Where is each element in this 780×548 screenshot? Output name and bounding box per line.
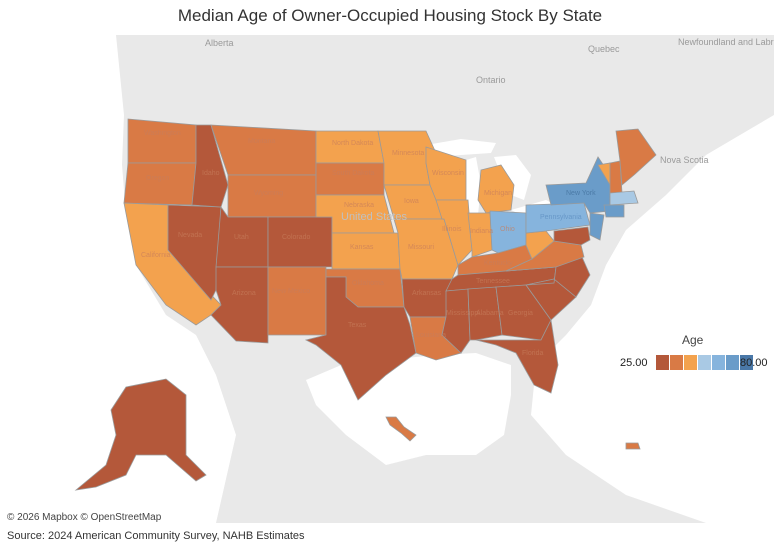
label-new-mexico: New Mexico	[272, 288, 310, 295]
label-united-states: United States	[341, 211, 408, 223]
label-kansas: Kansas	[350, 244, 374, 251]
label-wisconsin: Wisconsin	[432, 170, 464, 177]
legend-swatch	[726, 355, 740, 370]
label-wyoming: Wyoming	[254, 190, 283, 197]
legend-color-bar	[656, 355, 754, 370]
state-washington[interactable]	[127, 118, 197, 164]
state-michigan[interactable]	[477, 164, 515, 214]
label-alberta: Alberta	[205, 38, 234, 48]
state-montana[interactable]	[210, 124, 317, 176]
label-north-dakota: North Dakota	[332, 140, 373, 147]
legend-swatch	[684, 355, 698, 370]
label-mississippi: Mississippi	[446, 310, 480, 317]
label-pennsylvania: Pennsylvania	[540, 214, 582, 221]
state-massachusetts[interactable]	[609, 190, 639, 206]
state-new-jersey[interactable]	[589, 212, 605, 241]
legend-swatch	[712, 355, 726, 370]
label-iowa: Iowa	[404, 198, 419, 205]
label-florida: Florida	[522, 350, 544, 357]
legend-title: Age	[682, 333, 704, 347]
label-quebec: Quebec	[588, 44, 620, 54]
label-louisiana: Louisiana	[416, 332, 446, 339]
state-connecticut[interactable]	[603, 204, 625, 218]
label-minnesota: Minnesota	[392, 150, 424, 157]
state-arkansas[interactable]	[401, 278, 453, 318]
state-labels: Washington Oregon California Nevada Idah…	[141, 130, 596, 357]
label-oklahoma: Oklahoma	[352, 280, 384, 287]
legend-swatch	[670, 355, 684, 370]
label-kentucky: Kentucky	[484, 260, 513, 267]
state-oregon[interactable]	[123, 162, 197, 206]
label-newfoundland: Newfoundland and Labrador	[678, 37, 774, 47]
state-alabama[interactable]	[467, 286, 503, 341]
label-indiana: Indiana	[470, 228, 493, 235]
state-north-dakota[interactable]	[315, 130, 385, 164]
label-ontario: Ontario	[476, 75, 506, 85]
source-note: Source: 2024 American Community Survey, …	[7, 530, 305, 542]
state-kansas[interactable]	[331, 232, 401, 270]
label-tennessee: Tennessee	[476, 278, 510, 285]
label-arkansas: Arkansas	[412, 290, 442, 297]
legend-swatch	[656, 355, 670, 370]
legend-swatch	[740, 355, 754, 370]
state-alaska[interactable]	[74, 378, 207, 491]
legend-max-label: 80.00	[740, 357, 768, 369]
label-south-dakota: South Dakota	[332, 170, 375, 177]
noncontiguous	[74, 378, 641, 491]
label-utah: Utah	[234, 234, 249, 241]
state-hawaii[interactable]	[385, 416, 417, 442]
state-south-dakota[interactable]	[315, 162, 385, 196]
label-nebraska: Nebraska	[344, 202, 374, 209]
gulf-of-mexico	[306, 353, 511, 465]
lake-huron	[494, 155, 531, 200]
choropleth-map[interactable]: Alberta Quebec Newfoundland and Labrador…	[6, 35, 774, 523]
label-arizona: Arizona	[232, 290, 256, 297]
state-maine[interactable]	[615, 128, 657, 186]
label-washington: Washington	[144, 130, 181, 137]
label-nova-scotia: Nova Scotia	[660, 155, 709, 165]
label-new-york: New York	[566, 190, 596, 197]
label-michigan: Michigan	[484, 190, 512, 197]
puerto-rico[interactable]	[625, 442, 641, 450]
state-texas[interactable]	[304, 276, 417, 401]
states	[123, 118, 657, 401]
basemap-labels: Alberta Quebec Newfoundland and Labrador…	[205, 37, 774, 223]
legend-swatch	[698, 355, 712, 370]
chart-title: Median Age of Owner-Occupied Housing Sto…	[177, 6, 603, 25]
label-montana: Montana	[248, 138, 275, 145]
label-california: California	[141, 252, 171, 259]
label-georgia: Georgia	[508, 310, 533, 317]
state-indiana[interactable]	[467, 212, 493, 258]
label-colorado: Colorado	[282, 234, 311, 241]
state-colorado[interactable]	[267, 216, 333, 268]
label-ohio: Ohio	[500, 226, 515, 233]
lake-michigan	[466, 157, 481, 225]
label-texas: Texas	[348, 322, 367, 329]
label-alabama: Alabama	[476, 310, 504, 317]
label-idaho: Idaho	[202, 170, 220, 177]
state-new-mexico[interactable]	[267, 266, 327, 336]
map-svg: Alberta Quebec Newfoundland and Labrador…	[6, 35, 774, 523]
state-north-carolina[interactable]	[505, 256, 591, 298]
label-illinois: Illinois	[442, 226, 462, 233]
legend-min-label: 25.00	[620, 357, 648, 369]
color-legend: Age 25.00 80.00	[618, 333, 774, 377]
label-nevada: Nevada	[178, 232, 202, 239]
atlantic-ocean	[531, 115, 774, 523]
label-missouri: Missouri	[408, 244, 435, 251]
map-attribution[interactable]: © 2026 Mapbox © OpenStreetMap	[7, 512, 162, 523]
state-maryland[interactable]	[553, 226, 591, 246]
state-florida[interactable]	[475, 318, 559, 394]
label-oregon: Oregon	[146, 175, 169, 182]
